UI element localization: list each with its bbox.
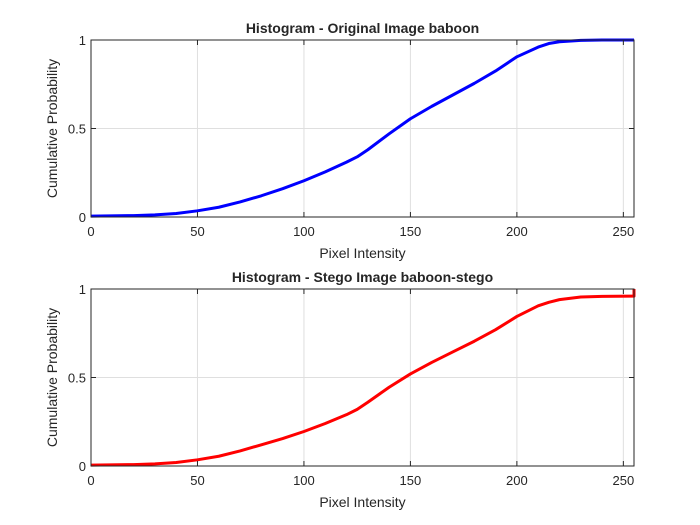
chart-title: Histogram - Stego Image baboon-stego	[232, 269, 493, 285]
x-tick-label: 200	[506, 224, 528, 239]
y-tick-label: 1	[79, 33, 86, 48]
x-tick-label: 0	[87, 224, 94, 239]
chart-title: Histogram - Original Image baboon	[246, 20, 479, 36]
y-tick-label: 0.5	[68, 122, 86, 137]
x-axis-label: Pixel Intensity	[319, 494, 405, 510]
series-line	[90, 38, 634, 218]
x-tick-label: 50	[190, 224, 204, 239]
x-tick-label: 100	[293, 224, 315, 239]
series-line	[90, 289, 636, 467]
x-tick-label: 200	[506, 473, 528, 488]
x-tick-label: 150	[400, 224, 422, 239]
x-tick-label: 50	[190, 473, 204, 488]
y-tick-label: 0	[79, 459, 86, 474]
plot-panel-original: 0 50 100 150 200 250 0 0.5 1 Histogram - Original…	[44, 20, 635, 261]
y-axis-label: Cumulative Probability	[44, 59, 60, 198]
y-axis-label: Cumulative Probability	[44, 308, 60, 447]
y-tick-label: 0	[79, 210, 86, 225]
x-tick-label: 0	[87, 473, 94, 488]
x-tick-label: 250	[613, 473, 635, 488]
x-tick-label: 100	[293, 473, 315, 488]
y-tick-label: 1	[79, 282, 86, 297]
x-axis-label: Pixel Intensity	[319, 245, 405, 261]
x-tick-label: 250	[613, 224, 635, 239]
plot-panel-stego: 0 50 100 150 200 250 0 0.5 1 Histogram - Stego Im…	[44, 269, 636, 510]
y-tick-label: 0.5	[68, 371, 86, 386]
x-tick-label: 150	[400, 473, 422, 488]
